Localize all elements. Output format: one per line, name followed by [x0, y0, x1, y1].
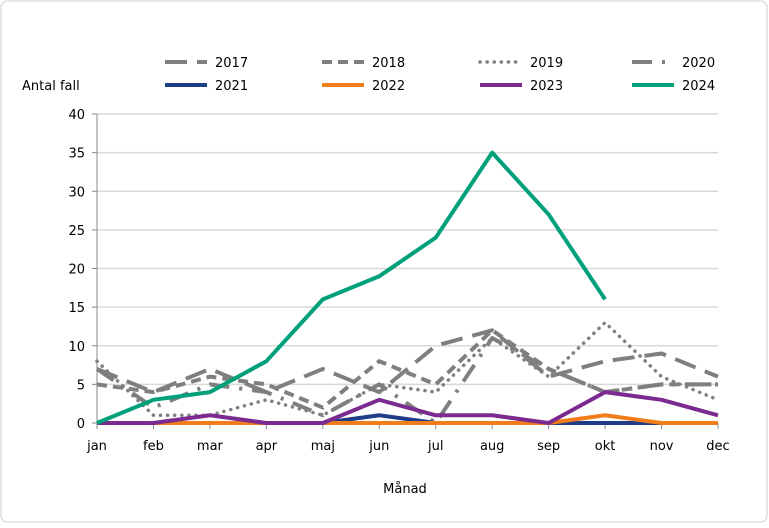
y-tick-label: 25 — [68, 224, 85, 239]
x-tick-label: aug — [480, 439, 504, 454]
y-tick-label: 40 — [68, 108, 85, 123]
legend-label: 2023 — [530, 79, 563, 94]
x-tick-label: okt — [595, 439, 616, 454]
legend-label: 2017 — [215, 56, 248, 71]
legend-label: 2021 — [215, 79, 248, 94]
y-tick-label: 30 — [68, 185, 85, 200]
y-tick-label: 0 — [77, 417, 85, 432]
y-tick-label: 10 — [68, 340, 85, 355]
x-tick-label: jan — [86, 439, 107, 454]
x-tick-label: jun — [368, 439, 389, 454]
y-tick-label: 5 — [77, 378, 85, 393]
x-tick-label: apr — [256, 439, 278, 454]
x-tick-label: jul — [427, 439, 443, 454]
legend-label: 2024 — [682, 79, 715, 94]
y-tick-label: 15 — [68, 301, 85, 316]
x-tick-label: dec — [706, 439, 729, 454]
y-tick-label: 35 — [68, 147, 85, 162]
x-tick-label: maj — [311, 439, 335, 454]
y-axis-label: Antal fall — [22, 79, 80, 94]
legend-label: 2020 — [682, 56, 715, 71]
legend-label: 2019 — [530, 56, 563, 71]
y-tick-label: 20 — [68, 263, 85, 278]
x-tick-label: sep — [537, 439, 560, 454]
legend-label: 2018 — [372, 56, 405, 71]
x-axis-label: Månad — [383, 482, 427, 497]
x-tick-label: mar — [197, 439, 224, 454]
x-tick-label: feb — [143, 439, 164, 454]
legend-label: 2022 — [372, 79, 405, 94]
x-tick-label: nov — [650, 439, 674, 454]
